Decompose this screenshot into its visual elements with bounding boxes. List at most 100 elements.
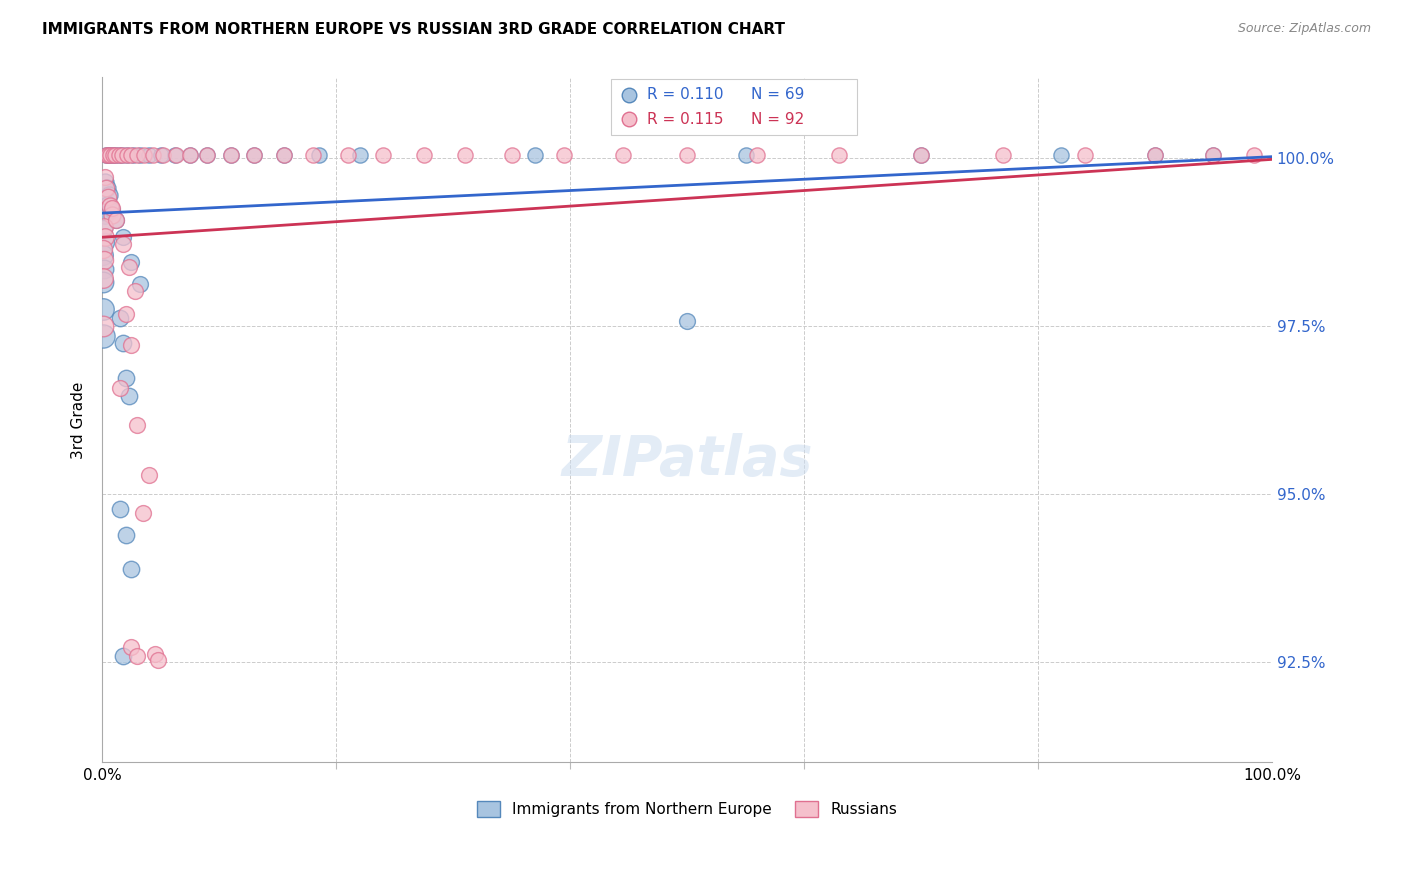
Point bbox=[371, 147, 394, 161]
Point bbox=[1202, 147, 1225, 161]
Point bbox=[114, 528, 136, 542]
Point bbox=[273, 147, 295, 161]
Point bbox=[118, 389, 141, 403]
Text: Source: ZipAtlas.com: Source: ZipAtlas.com bbox=[1237, 22, 1371, 36]
Point bbox=[349, 147, 371, 161]
Point bbox=[100, 202, 122, 216]
Point bbox=[138, 468, 160, 483]
Point bbox=[165, 147, 187, 161]
Point bbox=[114, 371, 136, 385]
Text: IMMIGRANTS FROM NORTHERN EUROPE VS RUSSIAN 3RD GRADE CORRELATION CHART: IMMIGRANTS FROM NORTHERN EUROPE VS RUSSI… bbox=[42, 22, 785, 37]
Point bbox=[93, 202, 115, 216]
Text: R = 0.110: R = 0.110 bbox=[647, 87, 724, 103]
Point bbox=[120, 640, 142, 654]
Text: 0.0%: 0.0% bbox=[83, 768, 121, 783]
Point bbox=[112, 335, 135, 350]
Point bbox=[152, 147, 174, 161]
Point bbox=[197, 147, 219, 161]
Y-axis label: 3rd Grade: 3rd Grade bbox=[72, 381, 86, 458]
Point bbox=[91, 248, 114, 262]
Point bbox=[273, 147, 295, 161]
Point bbox=[910, 147, 932, 161]
Point bbox=[91, 329, 114, 343]
Point bbox=[101, 147, 124, 161]
Point bbox=[747, 147, 769, 161]
Point bbox=[107, 147, 129, 161]
Point bbox=[97, 147, 120, 161]
Point bbox=[93, 235, 115, 249]
Point bbox=[91, 275, 114, 289]
Text: N = 69: N = 69 bbox=[751, 87, 804, 103]
Point bbox=[101, 147, 124, 161]
Point bbox=[197, 147, 219, 161]
Point bbox=[93, 261, 115, 276]
Point bbox=[143, 647, 166, 661]
Point bbox=[94, 147, 117, 161]
Point bbox=[111, 147, 134, 161]
Point bbox=[94, 208, 117, 222]
Point bbox=[115, 147, 138, 161]
Point bbox=[114, 307, 136, 321]
Point bbox=[676, 313, 699, 327]
Point bbox=[219, 147, 242, 161]
Point bbox=[120, 255, 142, 269]
Point bbox=[100, 203, 122, 218]
Point bbox=[105, 212, 128, 227]
Point bbox=[115, 147, 138, 161]
Point bbox=[301, 147, 323, 161]
Point bbox=[148, 653, 170, 667]
Point bbox=[454, 147, 477, 161]
Point bbox=[734, 147, 756, 161]
Point bbox=[124, 284, 146, 298]
Point bbox=[108, 501, 131, 516]
Point bbox=[163, 147, 186, 161]
Point bbox=[128, 277, 150, 292]
Point bbox=[104, 147, 127, 161]
Point bbox=[97, 190, 120, 204]
Point bbox=[100, 208, 122, 222]
Text: R = 0.115: R = 0.115 bbox=[647, 112, 724, 127]
Point bbox=[1202, 147, 1225, 161]
Point bbox=[93, 221, 115, 235]
Point bbox=[243, 147, 266, 161]
Point bbox=[1143, 147, 1166, 161]
Point bbox=[553, 147, 575, 161]
Point bbox=[412, 147, 434, 161]
Point bbox=[138, 147, 160, 161]
Point bbox=[127, 147, 149, 161]
Point bbox=[104, 147, 127, 161]
Point bbox=[617, 112, 640, 127]
Point bbox=[91, 318, 114, 333]
Point bbox=[108, 310, 131, 325]
Text: ZIPatlas: ZIPatlas bbox=[561, 434, 813, 487]
Point bbox=[100, 147, 122, 161]
Point bbox=[112, 237, 135, 252]
Point bbox=[93, 253, 115, 268]
Point bbox=[98, 199, 121, 213]
Point bbox=[120, 562, 142, 576]
Point bbox=[1243, 147, 1265, 161]
Point bbox=[121, 147, 143, 161]
Point bbox=[105, 212, 128, 227]
Point bbox=[100, 147, 122, 161]
Point bbox=[219, 147, 242, 161]
Point bbox=[108, 381, 131, 395]
Point bbox=[127, 418, 149, 433]
Point bbox=[617, 87, 640, 102]
Point bbox=[676, 147, 699, 161]
Point bbox=[910, 147, 932, 161]
Point bbox=[127, 649, 149, 664]
Point bbox=[1143, 147, 1166, 161]
Legend: Immigrants from Northern Europe, Russians: Immigrants from Northern Europe, Russian… bbox=[471, 795, 903, 823]
Point bbox=[179, 147, 201, 161]
Text: N = 92: N = 92 bbox=[751, 112, 804, 127]
Point bbox=[1050, 147, 1073, 161]
Point bbox=[93, 242, 115, 256]
Bar bbox=[612, 79, 856, 135]
Point bbox=[149, 147, 172, 161]
Point bbox=[179, 147, 201, 161]
Point bbox=[243, 147, 266, 161]
Point bbox=[111, 147, 134, 161]
Point bbox=[336, 147, 359, 161]
Text: 100.0%: 100.0% bbox=[1243, 768, 1301, 783]
